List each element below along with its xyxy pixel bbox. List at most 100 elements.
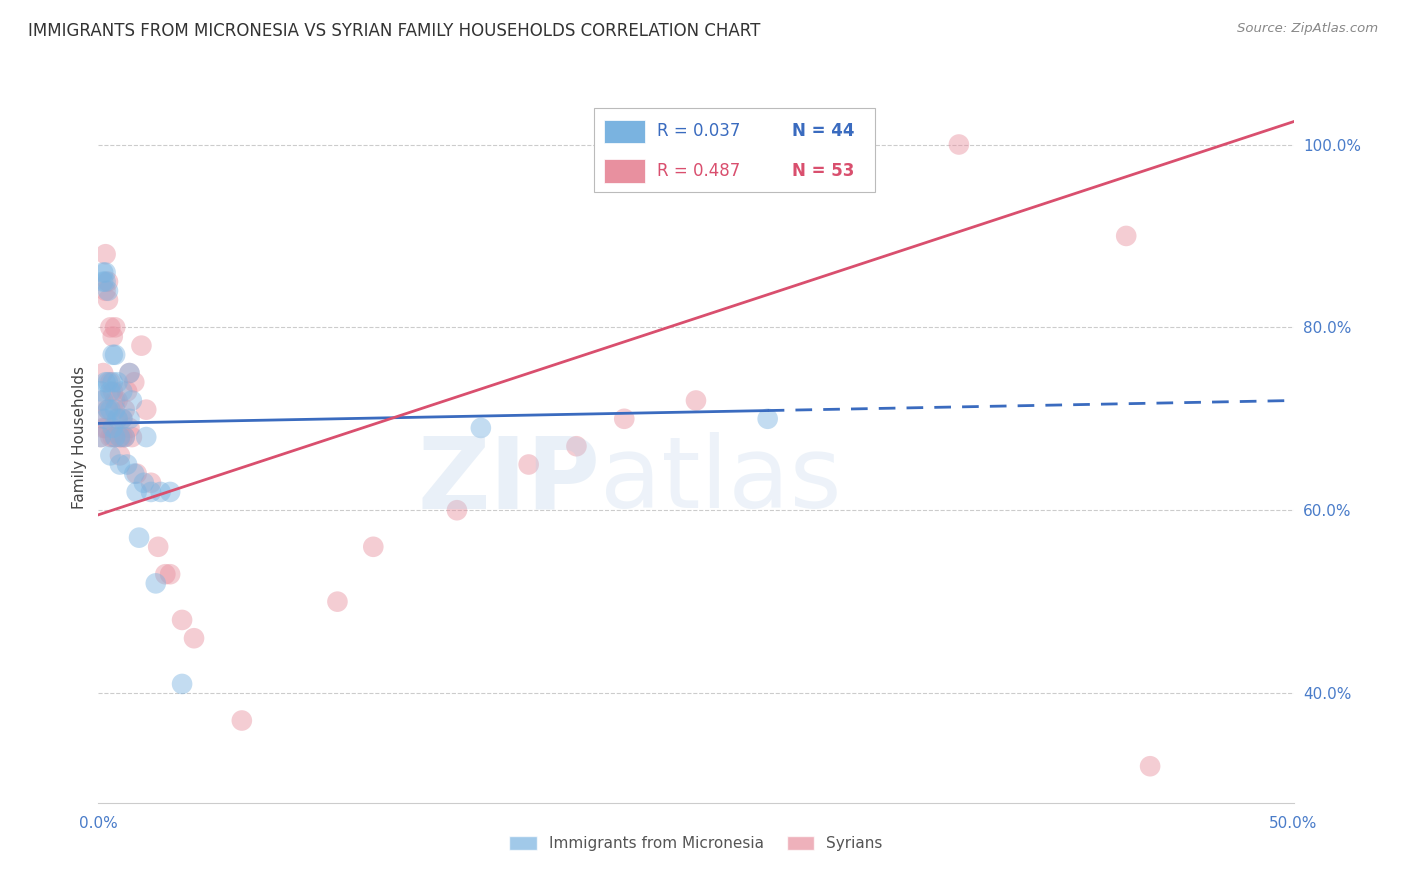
Point [98,376,122,390]
Point [91,412,114,426]
Point [363,540,385,554]
FancyBboxPatch shape [605,120,644,144]
Point [104,320,127,334]
Point [104,430,127,444]
Point [149,485,172,500]
Point [97,275,120,289]
Point [124,467,146,481]
Point [111,384,134,399]
Point [90,393,112,408]
Point [94,421,117,435]
Point [118,421,141,435]
Point [101,348,124,362]
Point [948,137,970,152]
Point [756,412,779,426]
Point [183,632,205,646]
Point [90,384,112,399]
Point [111,412,134,426]
Point [101,376,124,390]
Point [115,384,138,399]
Point [91,275,114,289]
Text: Source: ZipAtlas.com: Source: ZipAtlas.com [1237,22,1378,36]
Point [139,485,162,500]
Text: R = 0.037: R = 0.037 [657,122,740,140]
Point [97,402,120,417]
Point [97,376,120,390]
Point [101,329,124,343]
Point [125,467,148,481]
Text: ZIP: ZIP [418,433,600,530]
Point [132,475,155,490]
Point [159,485,181,500]
Point [118,366,141,380]
Point [104,402,127,417]
Point [107,376,129,390]
Point [114,430,136,444]
FancyBboxPatch shape [595,108,875,192]
Point [107,412,129,426]
Point [101,384,124,399]
Point [94,247,117,261]
Point [97,293,120,307]
Point [159,567,181,582]
Point [613,412,636,426]
Point [98,448,122,462]
Point [101,430,124,444]
Point [108,448,131,462]
Point [94,275,117,289]
Point [108,430,131,444]
Point [446,503,468,517]
FancyBboxPatch shape [605,160,644,183]
Text: N = 44: N = 44 [792,122,853,140]
Point [1139,759,1161,773]
Point [104,430,127,444]
Point [1115,228,1137,243]
Point [94,376,117,390]
Point [231,714,253,728]
Point [517,458,540,472]
Point [97,402,120,417]
Point [98,430,122,444]
Point [685,393,707,408]
Point [90,430,112,444]
Point [155,567,177,582]
Point [111,430,134,444]
Point [91,421,114,435]
Point [108,458,131,472]
Point [139,475,162,490]
Point [172,613,194,627]
Point [118,366,141,380]
Point [115,458,138,472]
Point [108,430,131,444]
Point [135,430,157,444]
Legend: Immigrants from Micronesia, Syrians: Immigrants from Micronesia, Syrians [503,830,889,857]
Y-axis label: Family Households: Family Households [72,366,87,508]
Point [114,430,136,444]
Text: IMMIGRANTS FROM MICRONESIA VS SYRIAN FAMILY HOUSEHOLDS CORRELATION CHART: IMMIGRANTS FROM MICRONESIA VS SYRIAN FAM… [28,22,761,40]
Point [94,266,117,280]
Point [148,540,170,554]
Point [326,594,349,608]
Point [91,366,114,380]
Point [94,284,117,298]
Point [121,430,143,444]
Point [97,284,120,298]
Point [121,393,143,408]
Point [98,384,122,399]
Point [104,348,127,362]
Point [470,421,492,435]
Point [135,402,157,417]
Point [101,421,124,435]
Point [104,393,127,408]
Point [124,376,146,390]
Text: R = 0.487: R = 0.487 [657,162,740,180]
Point [98,320,122,334]
Point [91,393,114,408]
Text: atlas: atlas [600,433,842,530]
Point [128,531,150,545]
Point [118,412,141,426]
Point [565,439,588,453]
Point [94,412,117,426]
Text: N = 53: N = 53 [792,162,853,180]
Point [107,412,129,426]
